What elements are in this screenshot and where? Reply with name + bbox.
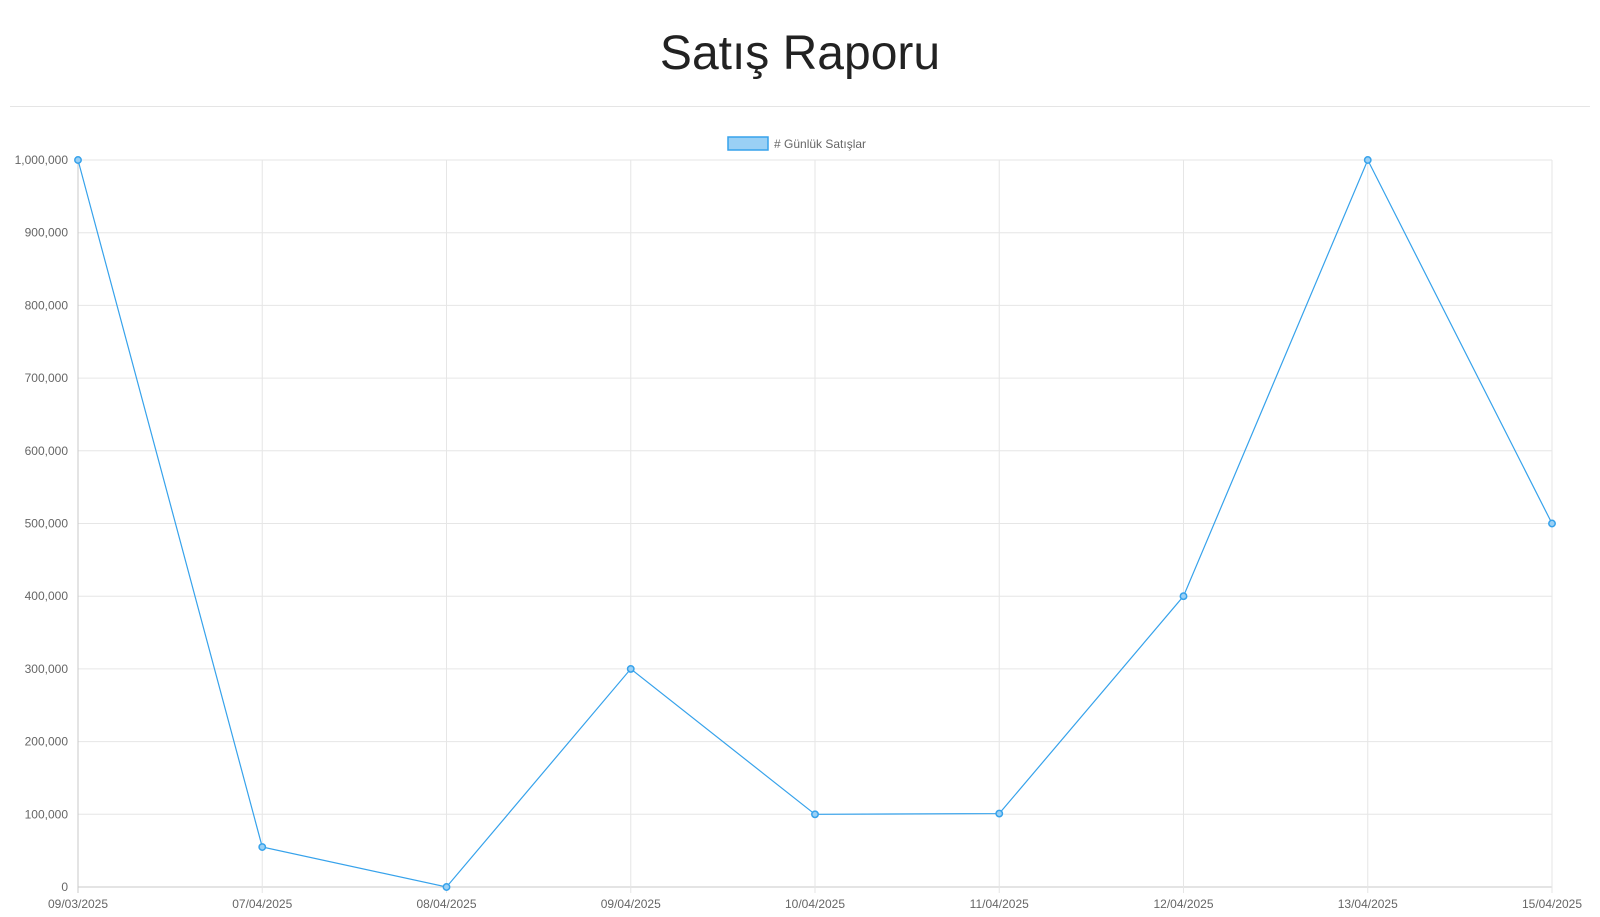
x-tick-label: 09/03/2025 xyxy=(48,897,108,911)
chart-series xyxy=(74,156,1556,891)
y-tick-label: 0 xyxy=(61,880,68,894)
x-tick-label: 15/04/2025 xyxy=(1522,897,1582,911)
data-point[interactable] xyxy=(626,664,635,673)
chart-legend[interactable]: # Günlük Satışlar xyxy=(727,136,866,151)
y-tick-label: 300,000 xyxy=(25,662,69,676)
legend-swatch xyxy=(727,136,769,151)
data-point[interactable] xyxy=(442,883,451,891)
y-tick-label: 600,000 xyxy=(25,444,69,458)
y-tick-label: 100,000 xyxy=(25,807,69,821)
y-tick-label: 400,000 xyxy=(25,589,69,603)
y-tick-label: 200,000 xyxy=(25,735,69,749)
data-point[interactable] xyxy=(1363,156,1372,164)
title-divider xyxy=(10,106,1590,107)
data-point[interactable] xyxy=(995,809,1004,818)
legend-label: # Günlük Satışlar xyxy=(774,137,866,151)
y-tick-label: 1,000,000 xyxy=(15,153,69,167)
x-tick-label: 11/04/2025 xyxy=(970,897,1029,911)
x-tick-label: 12/04/2025 xyxy=(1153,897,1213,911)
data-point[interactable] xyxy=(1548,519,1556,528)
data-point[interactable] xyxy=(74,156,82,164)
data-point[interactable] xyxy=(1179,592,1188,601)
page-title: Satış Raporu xyxy=(659,27,941,80)
y-tick-label: 500,000 xyxy=(25,517,69,531)
y-tick-label: 900,000 xyxy=(25,226,69,240)
chart-grid xyxy=(77,159,1553,893)
x-tick-label: 08/04/2025 xyxy=(416,897,476,911)
data-point[interactable] xyxy=(811,810,819,819)
x-tick-label: 10/04/2025 xyxy=(785,897,845,911)
x-tick-label: 13/04/2025 xyxy=(1338,897,1398,911)
x-tick-label: 09/04/2025 xyxy=(601,897,661,911)
x-axis: 09/03/2025 07/04/2025 08/04/2025 09/04/2025… xyxy=(48,897,1582,911)
data-point[interactable] xyxy=(258,843,267,851)
x-tick-label: 07/04/2025 xyxy=(232,897,292,911)
y-tick-label: 700,000 xyxy=(25,371,69,385)
y-tick-label: 800,000 xyxy=(25,298,69,312)
y-axis: 0 100,000 200,000 300,000 400,000 500,000 600,… xyxy=(15,153,69,894)
